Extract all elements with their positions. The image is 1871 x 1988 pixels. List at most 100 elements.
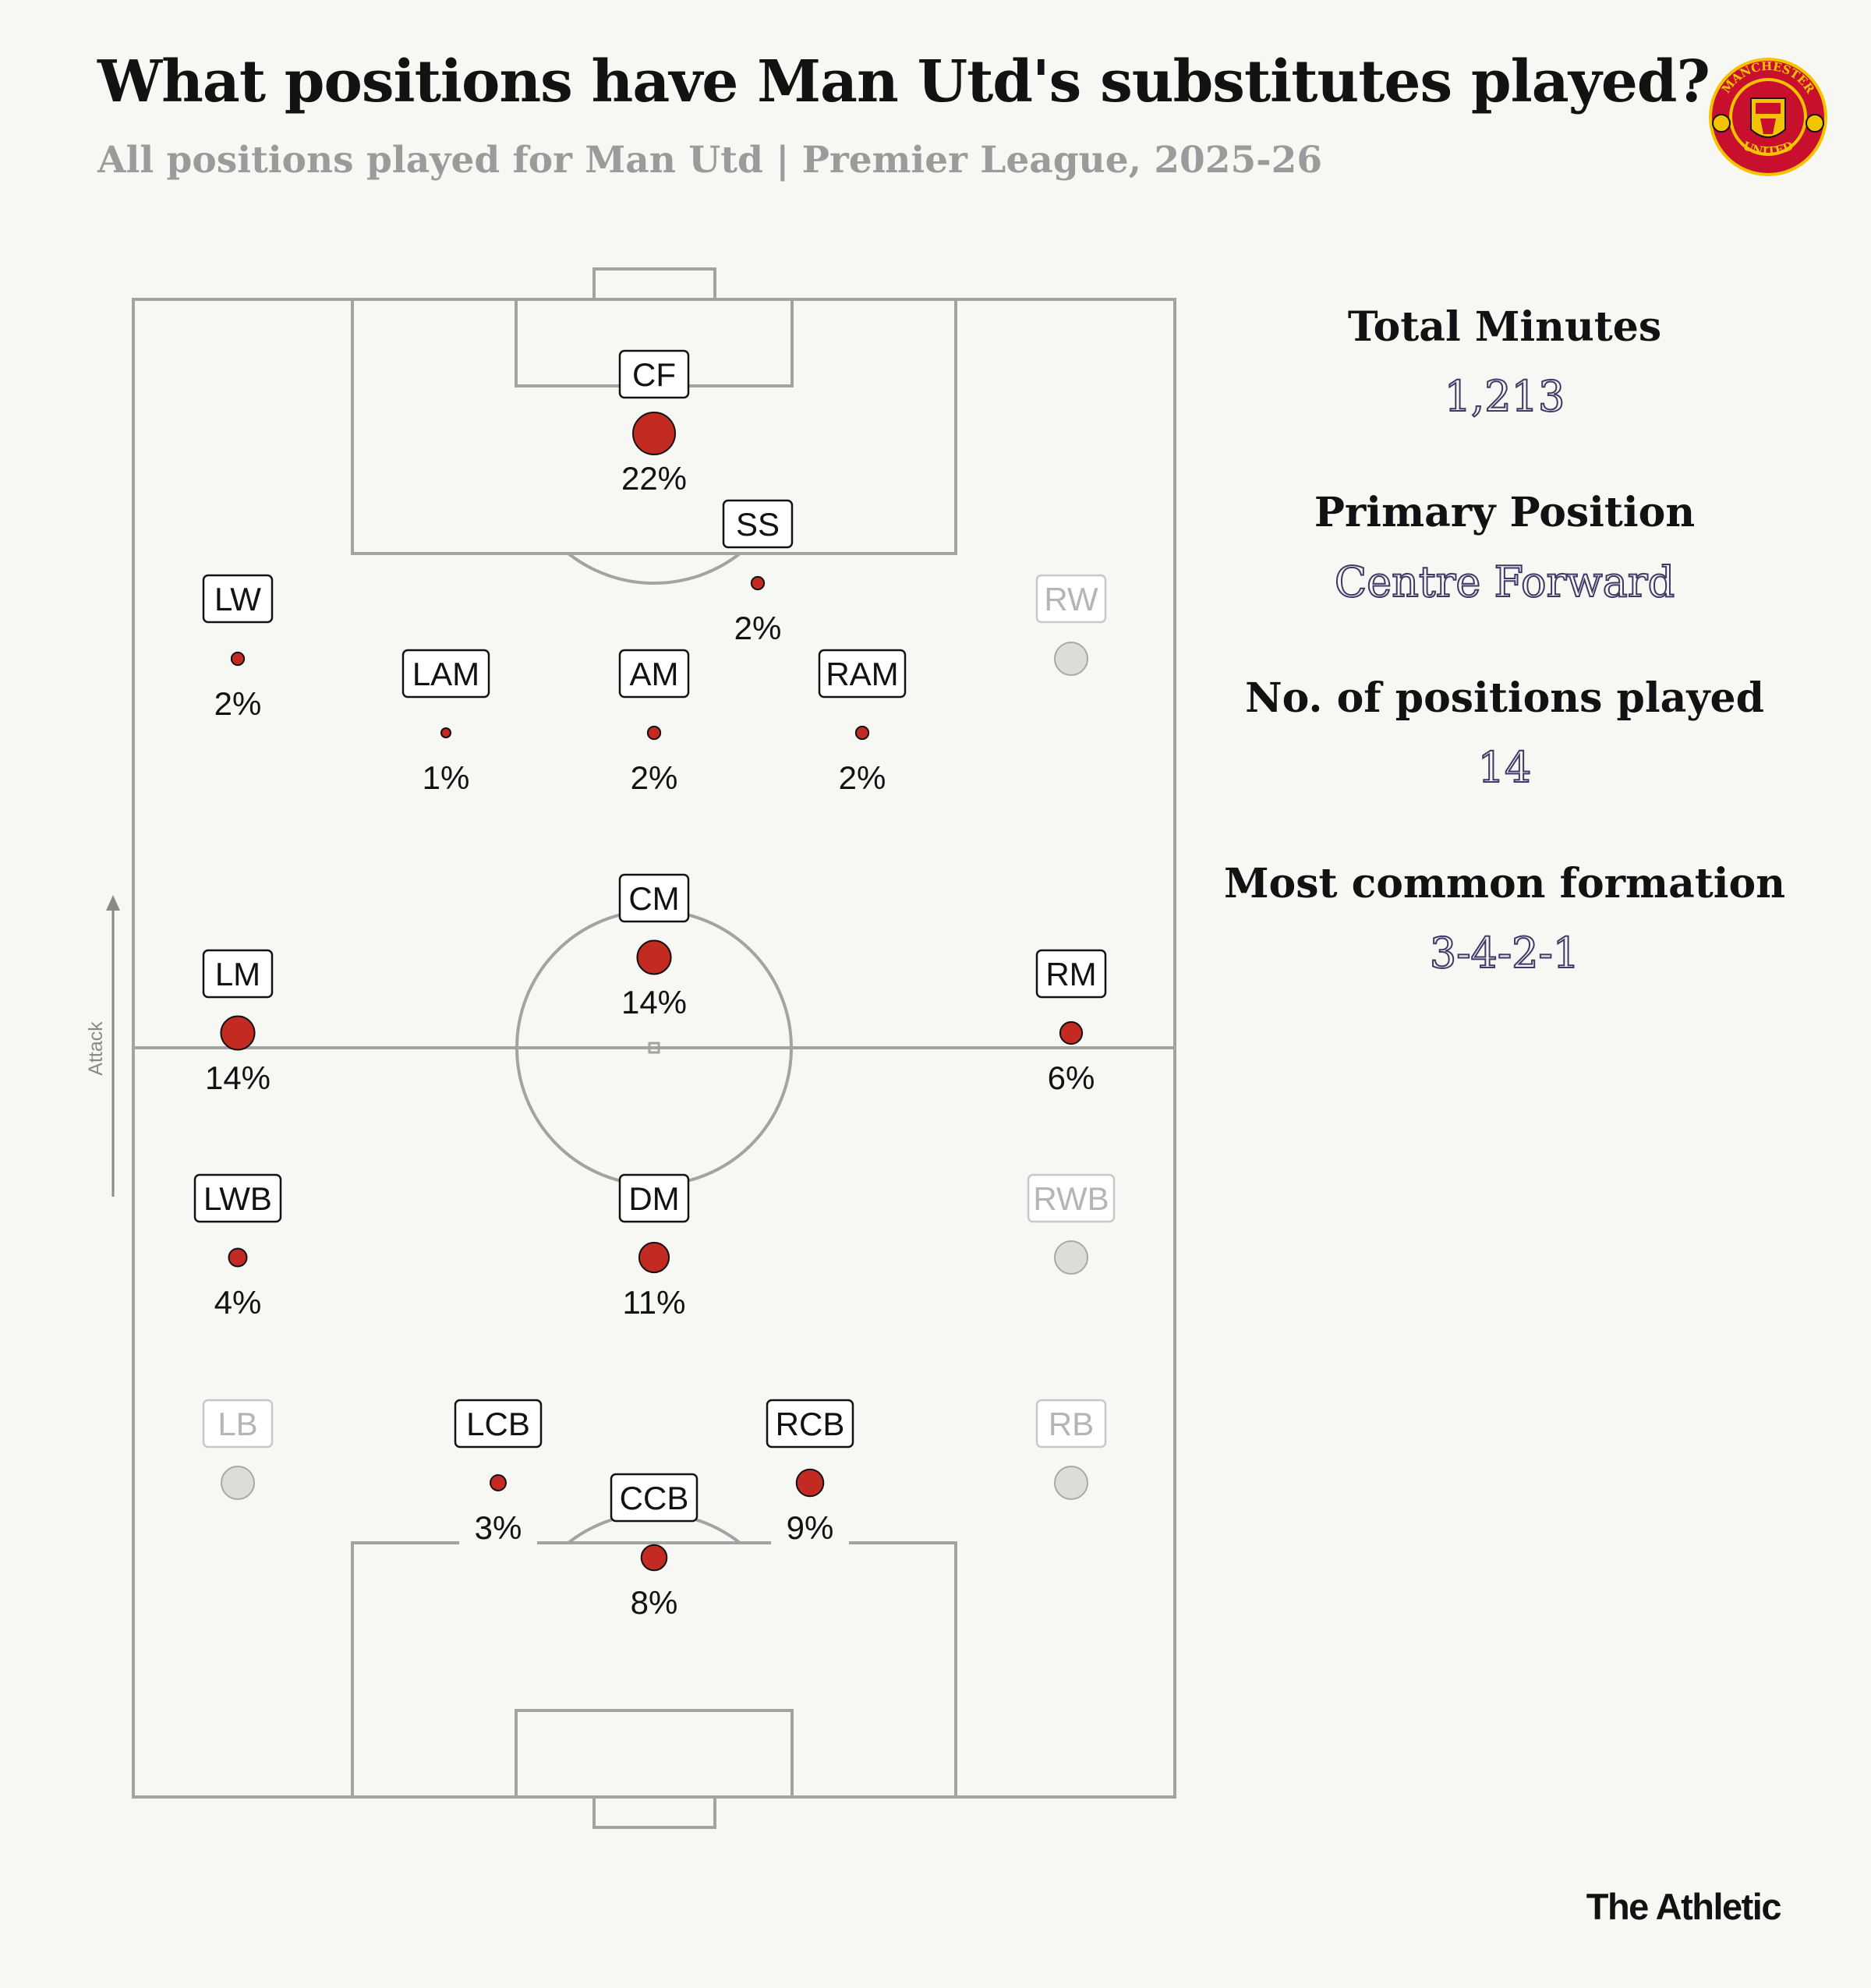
position-label-box-rm xyxy=(1035,949,1107,999)
position-dm: DM 11% xyxy=(618,1173,690,1321)
position-code-lb: LB xyxy=(218,1406,257,1442)
position-ss: SS 2% xyxy=(722,499,794,646)
position-label-box-lcb xyxy=(454,1399,543,1449)
stat-value-common-formation: 3-4-2-1 xyxy=(1429,928,1580,978)
position-markers: CF 22% SS 2% LW 2% RW LAM 1% AM 2% RAM 2% CM 14% LM 14% R… xyxy=(193,349,1116,1621)
position-code-cm: CM xyxy=(628,880,679,917)
position-dot-am xyxy=(646,725,662,741)
position-label-box-lw xyxy=(202,574,274,624)
position-dot-lam xyxy=(440,727,451,738)
position-pct-lw: 2% xyxy=(214,685,262,722)
position-rw: RW xyxy=(1035,574,1107,676)
stat-label-positions-played: No. of positions played xyxy=(1245,674,1764,722)
position-label-box-cm xyxy=(618,873,690,923)
position-code-cf: CF xyxy=(632,356,676,393)
position-pct-lwb: 4% xyxy=(214,1284,262,1321)
position-dot-lwb xyxy=(228,1247,248,1268)
position-code-lcb: LCB xyxy=(466,1406,530,1442)
position-label-box-lwb xyxy=(193,1173,282,1223)
position-label-box-am xyxy=(618,649,690,699)
position-pct-ram: 2% xyxy=(839,759,886,796)
position-dot-rwb xyxy=(1054,1240,1088,1275)
position-rb: RB xyxy=(1035,1399,1107,1500)
stat-value-primary-position: Centre Forward xyxy=(1334,557,1675,607)
position-code-rw: RW xyxy=(1044,581,1098,617)
position-lwb: LWB 4% xyxy=(193,1173,282,1321)
position-code-lw: LW xyxy=(214,581,261,617)
position-label-box-lm xyxy=(202,949,274,999)
position-am: AM 2% xyxy=(618,649,690,796)
position-lb: LB xyxy=(202,1399,274,1500)
position-pct-ss: 2% xyxy=(734,610,782,646)
position-pct-cf: 22% xyxy=(621,460,687,497)
position-code-lwb: LWB xyxy=(203,1180,272,1217)
pct-background-lcb xyxy=(459,1508,537,1551)
position-rcb: RCB 9% xyxy=(766,1399,854,1551)
top-penalty-arc xyxy=(567,552,741,585)
bottom-penalty-box xyxy=(351,1541,957,1799)
position-pct-cm: 14% xyxy=(621,984,687,1021)
position-code-lam: LAM xyxy=(412,656,479,692)
position-label-box-ccb xyxy=(610,1473,699,1523)
stat-value-total-minutes: 1,213 xyxy=(1444,371,1566,422)
position-dot-rcb xyxy=(795,1468,825,1498)
the-athletic-logo: The Athletic xyxy=(1586,1886,1782,1927)
position-dot-ram xyxy=(854,725,870,741)
stat-value-positions-played: 14 xyxy=(1477,742,1533,793)
position-lw: LW 2% xyxy=(202,574,274,722)
position-pct-rm: 6% xyxy=(1048,1059,1095,1096)
position-dot-ss xyxy=(750,575,766,591)
position-dot-lb xyxy=(221,1466,255,1500)
position-rwb: RWB xyxy=(1027,1173,1116,1275)
position-label-box-dm xyxy=(618,1173,690,1223)
position-cf: CF 22% xyxy=(618,349,690,497)
position-code-ccb: CCB xyxy=(620,1480,689,1516)
position-code-rm: RM xyxy=(1045,956,1096,992)
position-ccb: CCB 8% xyxy=(610,1473,699,1621)
top-goal xyxy=(592,267,716,301)
position-dot-lw xyxy=(230,651,246,667)
stat-label-total-minutes: Total Minutes xyxy=(1347,303,1662,351)
man-utd-crest-logo: MANCHESTER UNITED xyxy=(1709,58,1827,176)
position-pct-am: 2% xyxy=(631,759,678,796)
pct-background-rcb xyxy=(771,1508,849,1551)
position-dot-ccb xyxy=(640,1544,668,1572)
position-code-ss: SS xyxy=(736,506,780,543)
position-label-box-lb xyxy=(202,1399,274,1449)
position-label-box-rwb xyxy=(1027,1173,1116,1223)
position-rm: RM 6% xyxy=(1035,949,1107,1096)
attack-axis-label: Attack xyxy=(85,1021,107,1076)
position-code-ram: RAM xyxy=(826,656,898,692)
position-ram: RAM 2% xyxy=(818,649,907,796)
position-dot-cf xyxy=(632,412,676,455)
position-label-box-cf xyxy=(618,349,690,399)
position-code-rwb: RWB xyxy=(1033,1180,1109,1217)
position-dot-rb xyxy=(1054,1466,1088,1500)
position-label-box-ram xyxy=(818,649,907,699)
position-label-box-rw xyxy=(1035,574,1107,624)
bottom-six-yard-box xyxy=(515,1709,794,1799)
position-label-box-rb xyxy=(1035,1399,1107,1449)
position-label-box-ss xyxy=(722,499,794,549)
position-code-am: AM xyxy=(630,656,679,692)
attack-direction-arrow: Attack xyxy=(85,895,120,1197)
position-pct-ccb: 8% xyxy=(631,1584,678,1621)
position-dot-dm xyxy=(638,1241,670,1274)
position-code-rb: RB xyxy=(1049,1406,1094,1442)
position-dot-cm xyxy=(636,939,672,975)
position-label-box-lam xyxy=(401,649,490,699)
position-pct-lam: 1% xyxy=(423,759,470,796)
position-label-box-rcb xyxy=(766,1399,854,1449)
position-dot-rm xyxy=(1059,1021,1084,1045)
position-pct-dm: 11% xyxy=(623,1284,686,1321)
position-dot-lcb xyxy=(490,1474,507,1491)
position-code-rcb: RCB xyxy=(776,1406,845,1442)
bottom-goal xyxy=(592,1795,716,1829)
stat-label-primary-position: Primary Position xyxy=(1314,489,1696,536)
position-lcb: LCB 3% xyxy=(454,1399,543,1551)
position-cm: CM 14% xyxy=(618,873,690,1021)
position-dot-rw xyxy=(1054,642,1088,676)
position-dot-lm xyxy=(220,1015,256,1051)
stat-label-common-formation: Most common formation xyxy=(1223,860,1786,907)
